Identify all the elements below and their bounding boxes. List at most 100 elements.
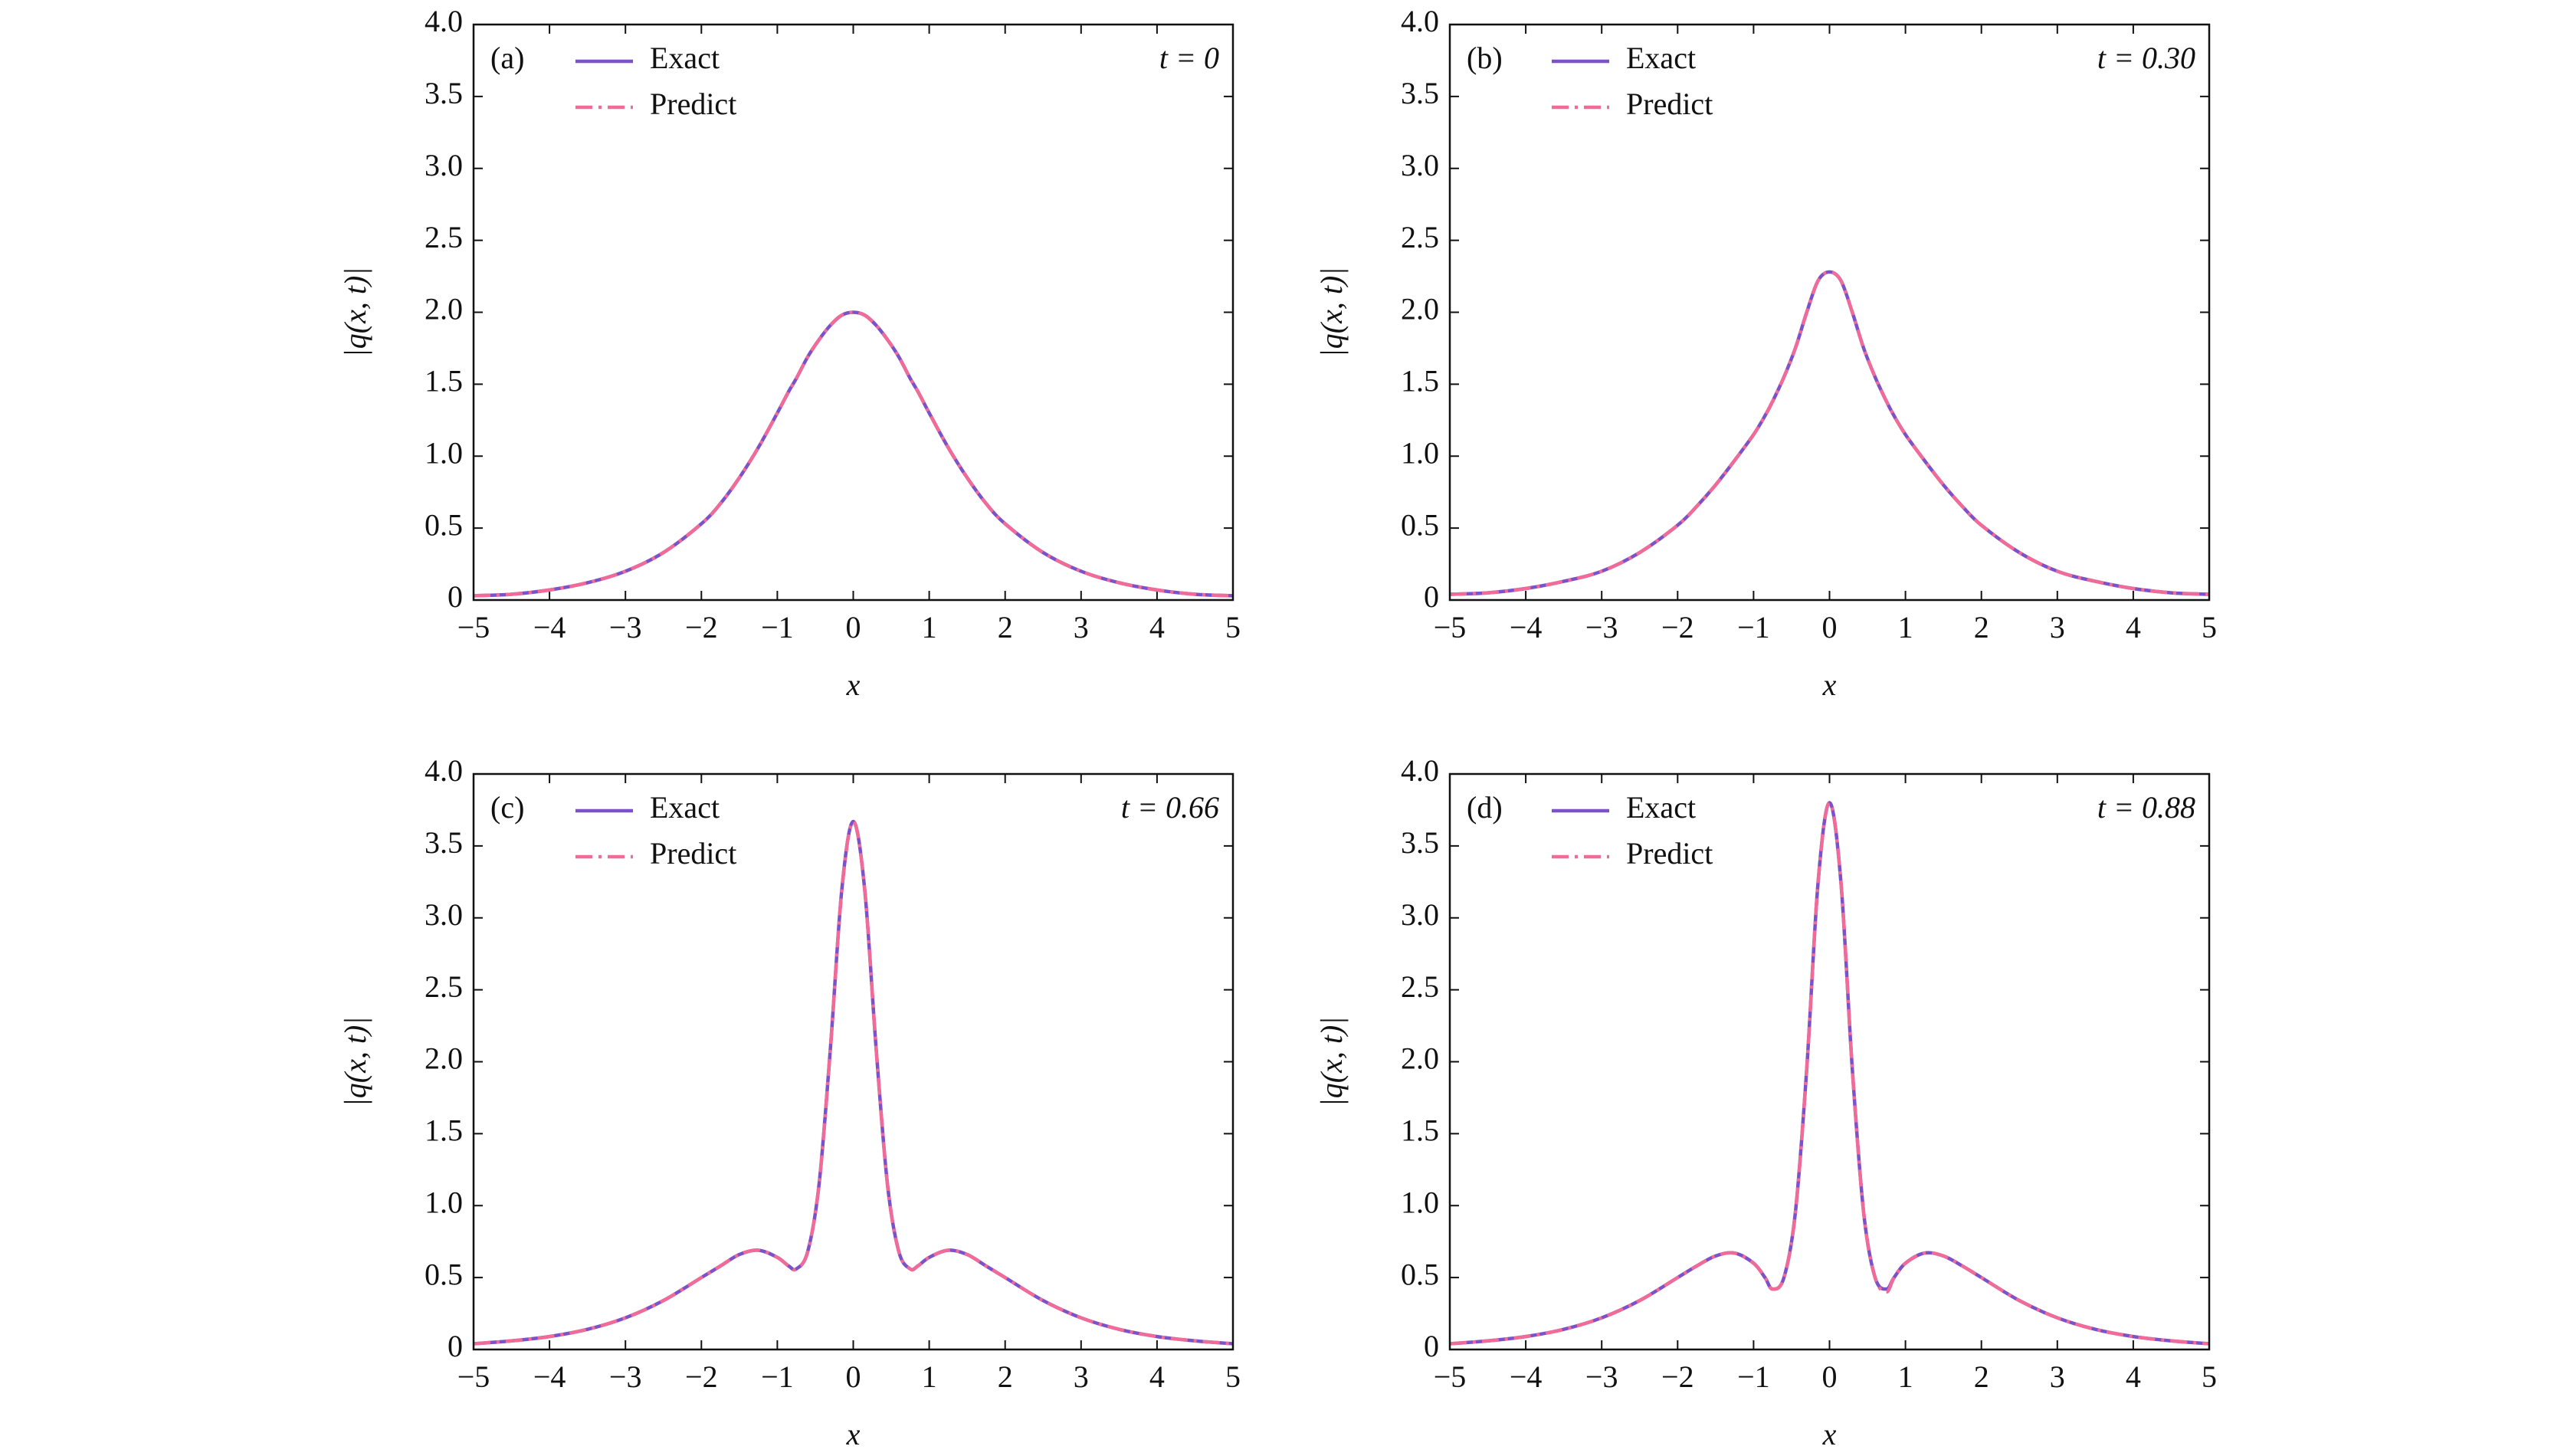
x-axis-label: x (1822, 1417, 1837, 1451)
x-tick-label: −4 (1510, 1359, 1543, 1394)
x-tick-label: −2 (685, 1359, 718, 1394)
legend-label: Exact (1626, 41, 1696, 75)
y-tick-label: 0 (448, 579, 463, 614)
legend-label: Predict (650, 87, 736, 121)
series-line (1449, 270, 2210, 596)
x-tick-label: −3 (609, 610, 642, 644)
x-tick-label: 5 (1225, 610, 1241, 644)
y-tick-label: 4.0 (1401, 4, 1439, 38)
y-tick-label: 2.0 (425, 1041, 463, 1076)
y-tick-label: 3.5 (425, 76, 463, 110)
x-tick-label: −1 (1737, 1359, 1770, 1394)
y-tick-label: 2.5 (425, 220, 463, 254)
y-tick-label: 1.5 (425, 1113, 463, 1148)
annotation: t = 0.88 (2097, 790, 2195, 825)
plot-frame (472, 23, 1234, 602)
x-tick-label: −3 (1585, 1359, 1618, 1394)
y-tick-label: 0.5 (1401, 507, 1439, 542)
legend-label: Exact (1626, 790, 1696, 825)
legend-label: Predict (1626, 836, 1713, 871)
x-tick-label: 3 (1074, 610, 1089, 644)
y-tick-label: 3.0 (1401, 897, 1439, 932)
y-axis-label: |q(x, t)| (338, 267, 372, 358)
y-tick-label: 4.0 (425, 753, 463, 788)
x-tick-label: −4 (533, 1359, 566, 1394)
x-tick-label: 0 (1822, 1359, 1838, 1394)
legend-label: Exact (650, 41, 720, 75)
x-tick-label: −1 (761, 1359, 794, 1394)
x-tick-label: −5 (457, 610, 490, 644)
plot-frame (1448, 772, 2211, 1351)
y-tick-label: 3.0 (1401, 148, 1439, 182)
panel-label: (d) (1467, 790, 1503, 825)
x-tick-label: 1 (922, 610, 937, 644)
panel: −5 −4 −3 −2 −1 0 1 2 3 4 5 0 0.5 1.0 1.5 2.0 2.5 3.0 3.5 4.… (1314, 753, 2217, 1451)
panel: −5 −4 −3 −2 −1 0 1 2 3 4 5 0 0.5 1.0 1.5 2.0 2.5 3.0 3.5 4.… (338, 753, 1241, 1451)
y-axis-label: |q(x, t)| (1314, 267, 1349, 358)
x-tick-label: −3 (1585, 610, 1618, 644)
x-axis-label: x (846, 667, 861, 702)
series-line (473, 310, 1234, 598)
y-tick-label: 4.0 (1401, 753, 1439, 788)
x-tick-label: 2 (1974, 610, 1989, 644)
y-tick-label: 2.5 (1401, 220, 1439, 254)
x-tick-label: 5 (1225, 1359, 1241, 1394)
y-tick-label: 3.5 (1401, 76, 1439, 110)
x-tick-label: 4 (2126, 610, 2141, 644)
y-tick-label: 0 (1424, 1329, 1439, 1363)
x-tick-label: 0 (846, 1359, 861, 1394)
y-tick-label: 3.5 (1401, 825, 1439, 860)
y-tick-label: 2.5 (1401, 969, 1439, 1004)
y-tick-label: 0.5 (425, 1257, 463, 1291)
y-tick-label: 1.0 (425, 1185, 463, 1219)
x-tick-label: −5 (1434, 610, 1467, 644)
y-tick-label: 0 (1424, 579, 1439, 614)
x-tick-label: −1 (761, 610, 794, 644)
x-tick-label: 2 (998, 610, 1013, 644)
plot-frame (1448, 23, 2211, 602)
panel-label: (b) (1467, 41, 1503, 75)
y-tick-label: 4.0 (425, 4, 463, 38)
y-axis-label: |q(x, t)| (1314, 1017, 1349, 1107)
series-line (473, 819, 1234, 1346)
y-tick-label: 2.0 (1401, 292, 1439, 326)
y-tick-label: 2.5 (425, 969, 463, 1004)
annotation: t = 0.30 (2097, 41, 2195, 75)
annotation: t = 0 (1159, 41, 1219, 75)
x-tick-label: 4 (2126, 1359, 2141, 1394)
series-line (473, 819, 1234, 1346)
panel: −5 −4 −3 −2 −1 0 1 2 3 4 5 0 0.5 1.0 1.5 2.0 2.5 3.0 3.5 4.… (1314, 4, 2217, 702)
y-tick-label: 1.0 (425, 435, 463, 470)
y-tick-label: 0.5 (1401, 1257, 1439, 1291)
x-tick-label: 3 (2050, 610, 2065, 644)
x-tick-label: −5 (457, 1359, 490, 1394)
x-tick-label: 2 (998, 1359, 1013, 1394)
x-tick-label: 4 (1149, 1359, 1165, 1394)
x-axis-label: x (846, 1417, 861, 1451)
x-tick-label: 3 (2050, 1359, 2065, 1394)
y-tick-label: 0.5 (425, 507, 463, 542)
y-tick-label: 3.5 (425, 825, 463, 860)
annotation: t = 0.66 (1121, 790, 1219, 825)
legend-label: Predict (650, 836, 736, 871)
y-tick-label: 1.0 (1401, 1185, 1439, 1219)
x-tick-label: 5 (2202, 610, 2217, 644)
plot-frame (472, 772, 1234, 1351)
y-tick-label: 1.5 (1401, 364, 1439, 398)
y-tick-label: 3.0 (425, 148, 463, 182)
legend-label: Exact (650, 790, 720, 825)
x-tick-label: −1 (1737, 610, 1770, 644)
y-tick-label: 0 (448, 1329, 463, 1363)
x-axis-label: x (1822, 667, 1837, 702)
x-tick-label: 5 (2202, 1359, 2217, 1394)
x-tick-label: 2 (1974, 1359, 1989, 1394)
y-tick-label: 3.0 (425, 897, 463, 932)
x-tick-label: 3 (1074, 1359, 1089, 1394)
series-line (473, 310, 1234, 598)
x-tick-label: −5 (1434, 1359, 1467, 1394)
x-tick-label: 1 (1898, 610, 1913, 644)
y-tick-label: 1.5 (425, 364, 463, 398)
series-line (1449, 270, 2210, 596)
x-tick-label: 1 (922, 1359, 937, 1394)
